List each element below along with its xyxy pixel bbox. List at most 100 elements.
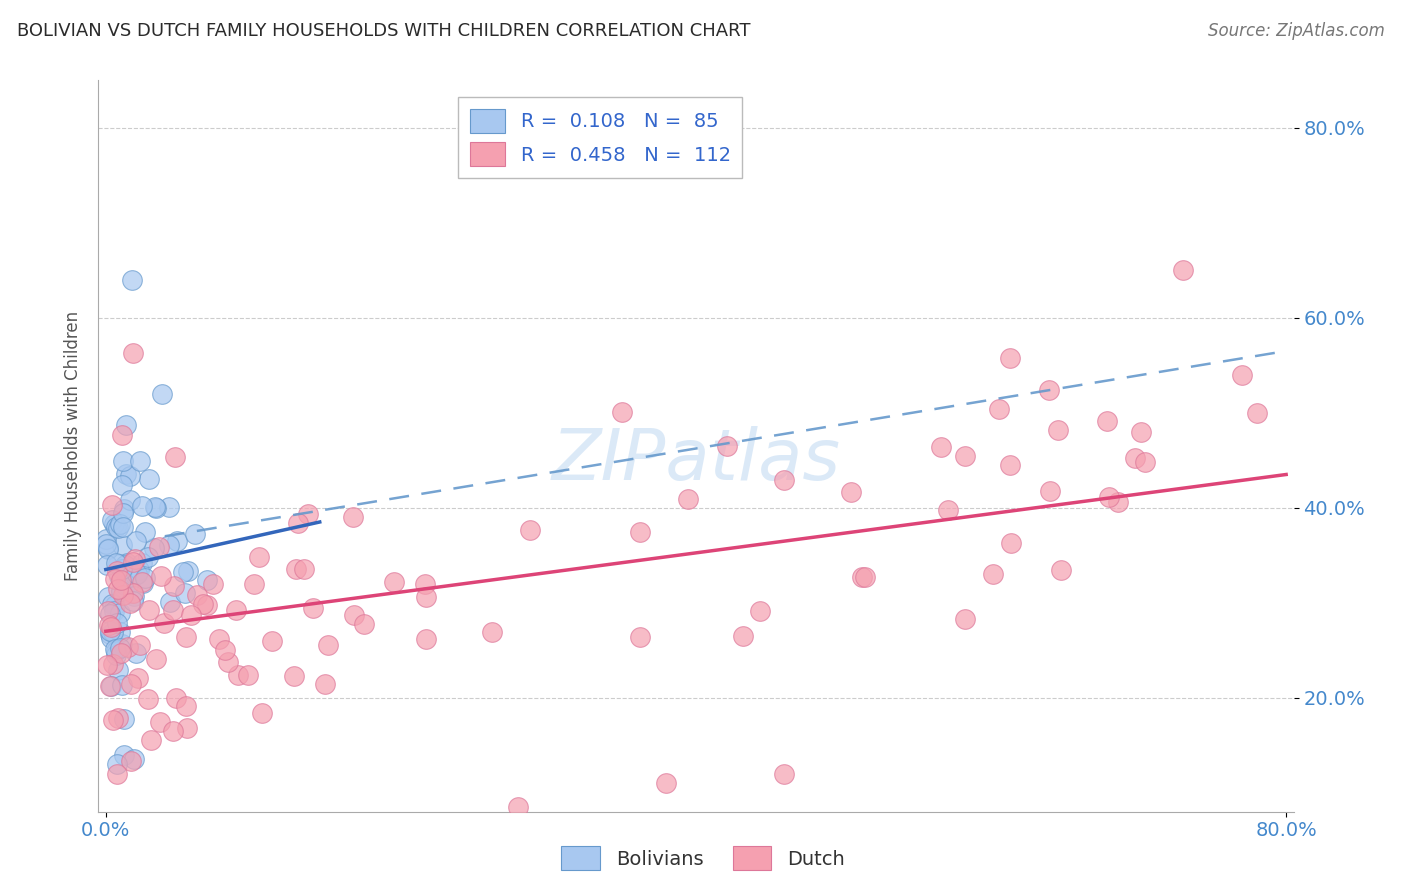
- Y-axis label: Family Households with Children: Family Households with Children: [63, 311, 82, 581]
- Point: [731, 629, 754, 643]
- Point: [124, 568, 146, 582]
- Point: [1171, 263, 1194, 277]
- Point: [111, 477, 134, 491]
- Point: [96, 558, 118, 572]
- Point: [112, 582, 135, 597]
- Point: [149, 715, 172, 730]
- Point: [111, 506, 134, 520]
- Point: [101, 624, 124, 639]
- Point: [252, 706, 274, 720]
- Point: [104, 644, 127, 658]
- Point: [117, 578, 139, 592]
- Text: BOLIVIAN VS DUTCH FAMILY HOUSEHOLDS WITH CHILDREN CORRELATION CHART: BOLIVIAN VS DUTCH FAMILY HOUSEHOLDS WITH…: [17, 22, 751, 40]
- Point: [110, 517, 132, 532]
- Point: [122, 586, 145, 600]
- Point: [138, 603, 160, 617]
- Point: [1098, 490, 1121, 504]
- Point: [110, 678, 132, 692]
- Point: [1046, 423, 1069, 437]
- Point: [104, 648, 127, 662]
- Point: [1095, 414, 1118, 428]
- Point: [118, 492, 141, 507]
- Point: [208, 632, 231, 646]
- Point: [1000, 351, 1022, 366]
- Point: [110, 646, 132, 660]
- Point: [988, 402, 1011, 417]
- Point: [122, 752, 145, 766]
- Point: [136, 691, 159, 706]
- Point: [107, 663, 129, 677]
- Point: [105, 615, 128, 630]
- Point: [107, 558, 129, 572]
- Point: [314, 676, 336, 690]
- Point: [97, 542, 120, 557]
- Point: [415, 590, 437, 604]
- Point: [145, 501, 167, 516]
- Point: [159, 538, 181, 552]
- Point: [134, 571, 156, 585]
- Point: [108, 625, 131, 640]
- Point: [97, 541, 120, 555]
- Point: [127, 566, 149, 581]
- Point: [186, 588, 208, 602]
- Point: [143, 541, 166, 556]
- Point: [138, 472, 160, 486]
- Point: [108, 640, 131, 655]
- Point: [121, 555, 143, 569]
- Point: [343, 608, 366, 623]
- Point: [112, 712, 135, 726]
- Point: [100, 498, 122, 512]
- Point: [97, 590, 120, 604]
- Point: [301, 601, 323, 615]
- Point: [260, 633, 283, 648]
- Point: [163, 450, 186, 465]
- Point: [316, 638, 339, 652]
- Point: [121, 273, 143, 287]
- Point: [107, 521, 129, 535]
- Point: [120, 677, 142, 691]
- Point: [214, 643, 236, 657]
- Point: [174, 586, 197, 600]
- Point: [111, 538, 134, 552]
- Point: [124, 552, 146, 566]
- Point: [120, 595, 142, 609]
- Point: [508, 800, 530, 814]
- Point: [98, 627, 121, 641]
- Point: [117, 640, 139, 655]
- Point: [165, 691, 187, 706]
- Point: [166, 533, 188, 548]
- Point: [283, 669, 305, 683]
- Point: [94, 536, 117, 550]
- Point: [655, 776, 678, 790]
- Point: [128, 454, 150, 468]
- Point: [108, 607, 131, 621]
- Point: [628, 524, 651, 539]
- Point: [1230, 368, 1253, 382]
- Point: [202, 577, 225, 591]
- Text: Source: ZipAtlas.com: Source: ZipAtlas.com: [1208, 22, 1385, 40]
- Point: [104, 642, 127, 657]
- Point: [121, 346, 143, 360]
- Point: [150, 386, 173, 401]
- Point: [101, 513, 124, 527]
- Point: [1039, 483, 1062, 498]
- Point: [105, 564, 128, 578]
- Point: [184, 527, 207, 541]
- Point: [120, 469, 142, 483]
- Point: [131, 574, 153, 589]
- Point: [172, 566, 194, 580]
- Point: [131, 499, 153, 513]
- Point: [159, 595, 181, 609]
- Point: [162, 603, 184, 617]
- Point: [297, 507, 319, 521]
- Point: [149, 568, 172, 582]
- Point: [120, 754, 142, 768]
- Legend: R =  0.108   N =  85, R =  0.458   N =  112: R = 0.108 N = 85, R = 0.458 N = 112: [458, 97, 742, 178]
- Point: [716, 439, 738, 453]
- Point: [749, 604, 772, 618]
- Point: [176, 722, 198, 736]
- Point: [98, 679, 121, 693]
- Point: [100, 620, 122, 634]
- Point: [98, 624, 121, 638]
- Point: [128, 563, 150, 577]
